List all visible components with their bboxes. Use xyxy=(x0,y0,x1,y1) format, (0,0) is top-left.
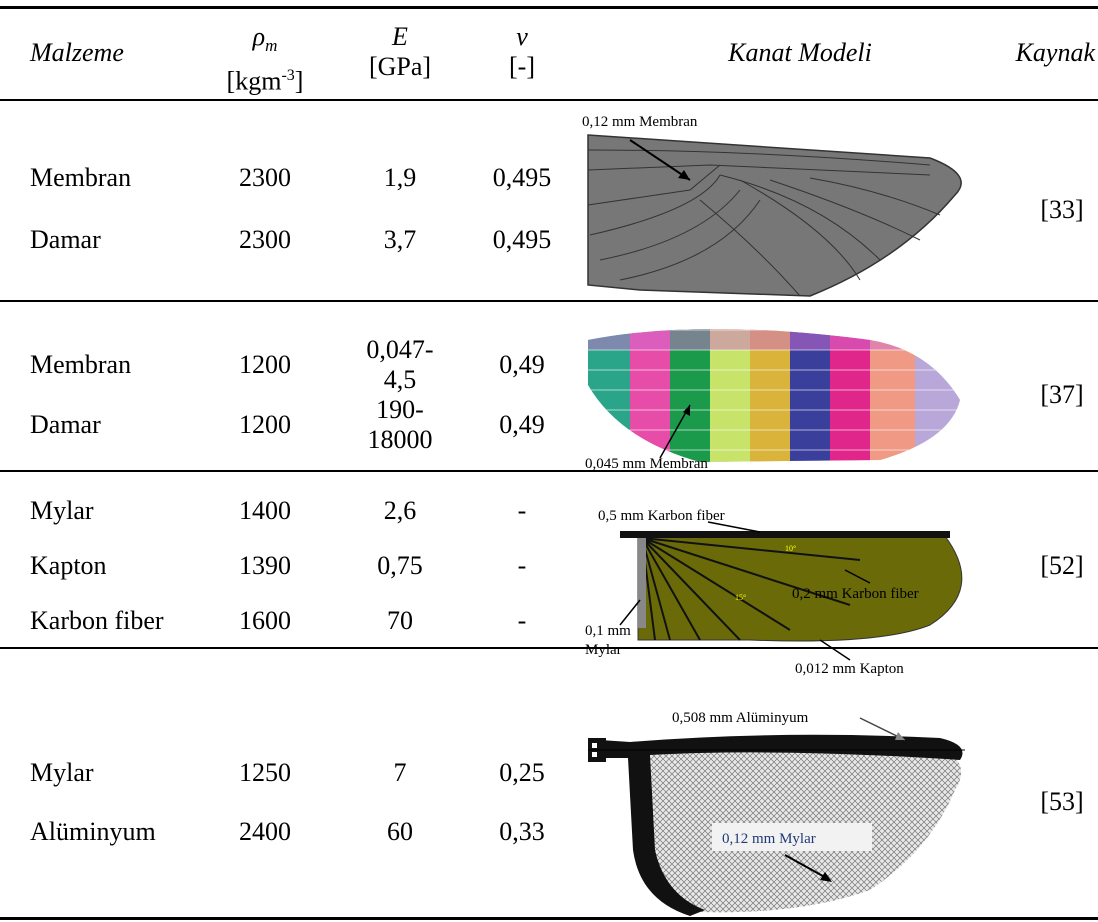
figure-label: 15° xyxy=(735,593,746,602)
table-cell: Karbon fiber xyxy=(30,606,164,636)
page: Malzeme ρm[kgm-3] E[GPa] ν[-] Kanat Mode… xyxy=(0,0,1098,922)
table-cell: Mylar xyxy=(30,758,94,788)
figure-label: Mylar xyxy=(585,642,622,658)
cell-line: 18000 xyxy=(368,425,433,454)
figure-label: 0,12 mm Mylar xyxy=(722,831,816,847)
table-cell: Damar xyxy=(30,410,101,440)
cell-line: 190- xyxy=(376,395,424,424)
figure-label: 0,12 mm Membran xyxy=(582,114,698,130)
figure-label: 0,508 mm Alüminyum xyxy=(672,710,809,726)
table-cell: 1,9 xyxy=(384,163,417,193)
table-cell: 0,047-4,5 xyxy=(366,335,433,395)
table-cell: 0,495 xyxy=(493,163,552,193)
wing-figure: 0,12 mm Membran xyxy=(582,114,961,296)
table-cell: [33] xyxy=(1040,195,1083,225)
table-cell: 1200 xyxy=(239,410,291,440)
table-cell: 1390 xyxy=(239,551,291,581)
table-cell: 1400 xyxy=(239,496,291,526)
table-cell: - xyxy=(518,496,527,526)
wing-figure xyxy=(580,310,980,470)
table-cell: 70 xyxy=(387,606,413,636)
table-cell: 1250 xyxy=(239,758,291,788)
figure-label: 0,5 mm Karbon fiber xyxy=(598,508,725,524)
figures: 0,12 mm Membran 0,045 mm Membran 0,5 mm … xyxy=(0,0,1098,922)
table-cell: Kapton xyxy=(30,551,107,581)
table-cell: 2400 xyxy=(239,817,291,847)
wing-figure: 0,12 mm Mylar 0,508 mm Alüminyum xyxy=(588,710,965,916)
table-cell: 7 xyxy=(394,758,407,788)
table-cell: 2,6 xyxy=(384,496,417,526)
cell-line: 0,047- xyxy=(366,335,433,364)
table-cell: Alüminyum xyxy=(30,817,156,847)
table-cell: 1600 xyxy=(239,606,291,636)
table-cell: 3,7 xyxy=(384,225,417,255)
table-cell: - xyxy=(518,606,527,636)
figure-label: 0,2 mm Karbon fiber xyxy=(792,586,919,602)
table-cell: [37] xyxy=(1040,380,1083,410)
table-cell: 2300 xyxy=(239,225,291,255)
table-cell: 0,49 xyxy=(499,410,545,440)
table-cell: 1200 xyxy=(239,350,291,380)
table-cell: [52] xyxy=(1040,551,1083,581)
table-cell: Membran xyxy=(30,350,131,380)
table-cell: - xyxy=(518,551,527,581)
table-cell: 0,495 xyxy=(493,225,552,255)
table-cell: 0,33 xyxy=(499,817,545,847)
table-cell: Mylar xyxy=(30,496,94,526)
table-cell: 190-18000 xyxy=(368,395,433,455)
figure-label: 0,012 mm Kapton xyxy=(795,661,904,677)
table-cell: 0,25 xyxy=(499,758,545,788)
table-cell: 0,75 xyxy=(377,551,423,581)
table-cell: Damar xyxy=(30,225,101,255)
table-cell: 0,49 xyxy=(499,350,545,380)
table-cell: [53] xyxy=(1040,787,1083,817)
table-cell: 2300 xyxy=(239,163,291,193)
wing-figure: 0,5 mm Karbon fiber 0,2 mm Karbon fiber … xyxy=(585,508,962,677)
figure-label: 10° xyxy=(785,544,796,553)
table-cell: Membran xyxy=(30,163,131,193)
table-cell: 60 xyxy=(387,817,413,847)
figure-label: 0,1 mm xyxy=(585,623,631,639)
figure-label: 0,045 mm Membran xyxy=(585,456,708,472)
cell-line: 4,5 xyxy=(384,365,417,394)
